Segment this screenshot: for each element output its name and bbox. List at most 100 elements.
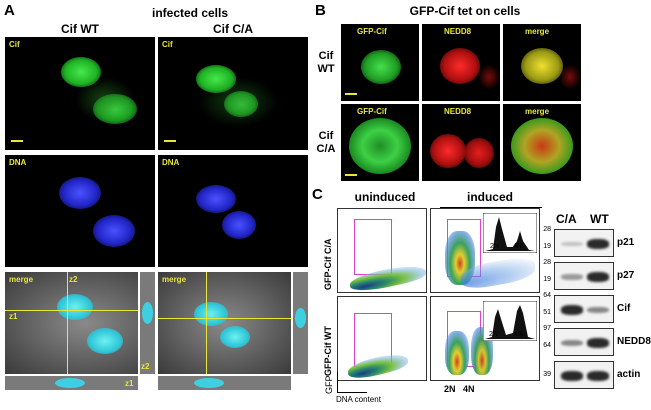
micro-cif-wt: Cif: [5, 37, 155, 150]
blot-band-wt: [587, 338, 609, 348]
nucleus-blue: [93, 215, 135, 247]
b-nedd8-ca: NEDD8: [422, 104, 500, 181]
cell-red: [440, 48, 480, 84]
cell-green: [361, 50, 401, 84]
micro-label-dna: DNA: [162, 158, 180, 167]
blot-protein-label: p27: [617, 270, 635, 281]
x-tick-2n: 2N: [444, 384, 456, 394]
cell-red: [478, 64, 500, 90]
blot-strip-p27: [554, 262, 614, 290]
flow-induced-ca: 2N 4N: [430, 208, 540, 293]
blot-band-wt: [587, 371, 609, 381]
cell-red: [464, 138, 494, 168]
mw-marker: 51: [543, 309, 551, 316]
dna-axis-arrow: [337, 392, 367, 393]
micro-cif-ca: Cif: [158, 37, 308, 150]
blot-band-ca: [561, 371, 583, 381]
micro-label-z2: z2: [69, 275, 78, 284]
ploidy-histogram: 2N 4N: [483, 213, 537, 253]
blot-strip-p21: [554, 229, 614, 257]
mw-marker: 19: [543, 243, 551, 250]
scale-bar: [164, 140, 176, 142]
x-tick-4n: 4N: [463, 384, 475, 394]
panel-c-uninduced: uninduced: [354, 190, 416, 204]
cell-green: [349, 118, 411, 174]
mw-marker: 64: [543, 342, 551, 349]
nucleus-cyan: [194, 302, 228, 326]
micro-merge-wt: merge z2 z1: [5, 272, 138, 374]
micro-label-cif: Cif: [162, 40, 173, 49]
blot-col-wt: WT: [590, 212, 609, 226]
micro-label-gfp: GFP-Cif: [357, 27, 387, 36]
blot-band-ca: [561, 241, 583, 247]
cytoplasm-green: [198, 77, 278, 127]
nucleus-cyan: [87, 328, 123, 354]
nucleus-cyan: [295, 308, 306, 328]
b-merge-wt: merge: [503, 24, 581, 101]
panel-c-letter: C: [312, 186, 323, 203]
blot-protein-label: NEDD8: [617, 336, 651, 347]
histogram-curve: [485, 305, 535, 339]
flow-row-wt: GFP-Cif WT: [323, 326, 333, 376]
blot-protein-label: Cif: [617, 303, 631, 314]
micro-label-merge: merge: [525, 27, 550, 36]
panel-a-letter: A: [4, 2, 15, 19]
blot-band-wt: [587, 272, 609, 282]
panel-c-induced: induced: [466, 190, 513, 204]
nucleus-blue: [59, 177, 101, 209]
nucleus-cyan: [194, 378, 224, 388]
micro-label-dna: DNA: [9, 158, 27, 167]
gfp-axis-arrow: [337, 372, 338, 392]
blot-protein-label: p21: [617, 237, 635, 248]
micro-label-nedd8: NEDD8: [444, 107, 472, 116]
cytoplasm-green: [75, 77, 135, 122]
flow-uninduced-wt: [337, 296, 427, 381]
nucleus-cyan: [55, 378, 85, 388]
nucleus-blue: [196, 185, 236, 213]
panel-b-title: GFP-Cif tet on cells: [409, 4, 521, 18]
ortho-bottom-ca: [158, 376, 291, 390]
micro-label-nedd8: NEDD8: [444, 27, 472, 36]
panel-b-row-ca: Cif C/A: [316, 130, 336, 155]
ploidy-4n-label: 4N: [514, 331, 523, 338]
cell-green: [196, 65, 236, 93]
mw-marker: 28: [543, 226, 551, 233]
b-merge-ca: merge: [503, 104, 581, 181]
panel-b-letter: B: [315, 2, 326, 19]
micro-label-gfp: GFP-Cif: [357, 107, 387, 116]
panel-b-row-wt: Cif WT: [317, 50, 335, 75]
blot-band-wt: [587, 239, 609, 249]
gfp-axis-label: GFP: [324, 375, 334, 394]
histogram-curve: [485, 217, 535, 251]
panel-a-col-wt: Cif WT: [61, 22, 99, 36]
z-line-vertical: [206, 272, 207, 374]
blot-band-ca: [561, 274, 583, 280]
ploidy-histogram: 2N 4N: [483, 301, 537, 341]
ortho-side-ca: [293, 272, 308, 374]
blot-strip-actin: [554, 361, 614, 389]
panel-a-col-ca: Cif C/A: [213, 22, 253, 36]
micro-label-z1: z1: [9, 312, 18, 321]
ortho-bottom-wt: z1: [5, 376, 138, 390]
dna-axis-label: DNA content: [336, 395, 381, 404]
ploidy-4n-label: 4N: [513, 243, 522, 250]
cell-red: [559, 64, 581, 90]
blot-strip-cif: [554, 295, 614, 323]
scale-bar: [345, 174, 357, 176]
flow-uninduced-ca: [337, 208, 427, 293]
histogram-frame: [483, 213, 537, 253]
blot-band-wt: [587, 306, 609, 314]
blot-protein-label: actin: [617, 369, 641, 380]
z-line-horizontal: [158, 318, 291, 319]
blot-band-ca: [561, 305, 583, 315]
z-line-vertical: [67, 272, 68, 374]
micro-merge-ca: merge: [158, 272, 291, 374]
b-nedd8-wt: NEDD8: [422, 24, 500, 101]
z-line-horizontal: [5, 310, 138, 311]
blot-col-ca: C/A: [556, 212, 577, 226]
flow-gate: [354, 219, 392, 275]
micro-label-merge: merge: [9, 275, 34, 284]
flow-row-ca: GFP-Cif C/A: [323, 238, 333, 291]
nucleus-blue: [222, 211, 256, 239]
b-gfp-wt: GFP-Cif: [341, 24, 419, 101]
